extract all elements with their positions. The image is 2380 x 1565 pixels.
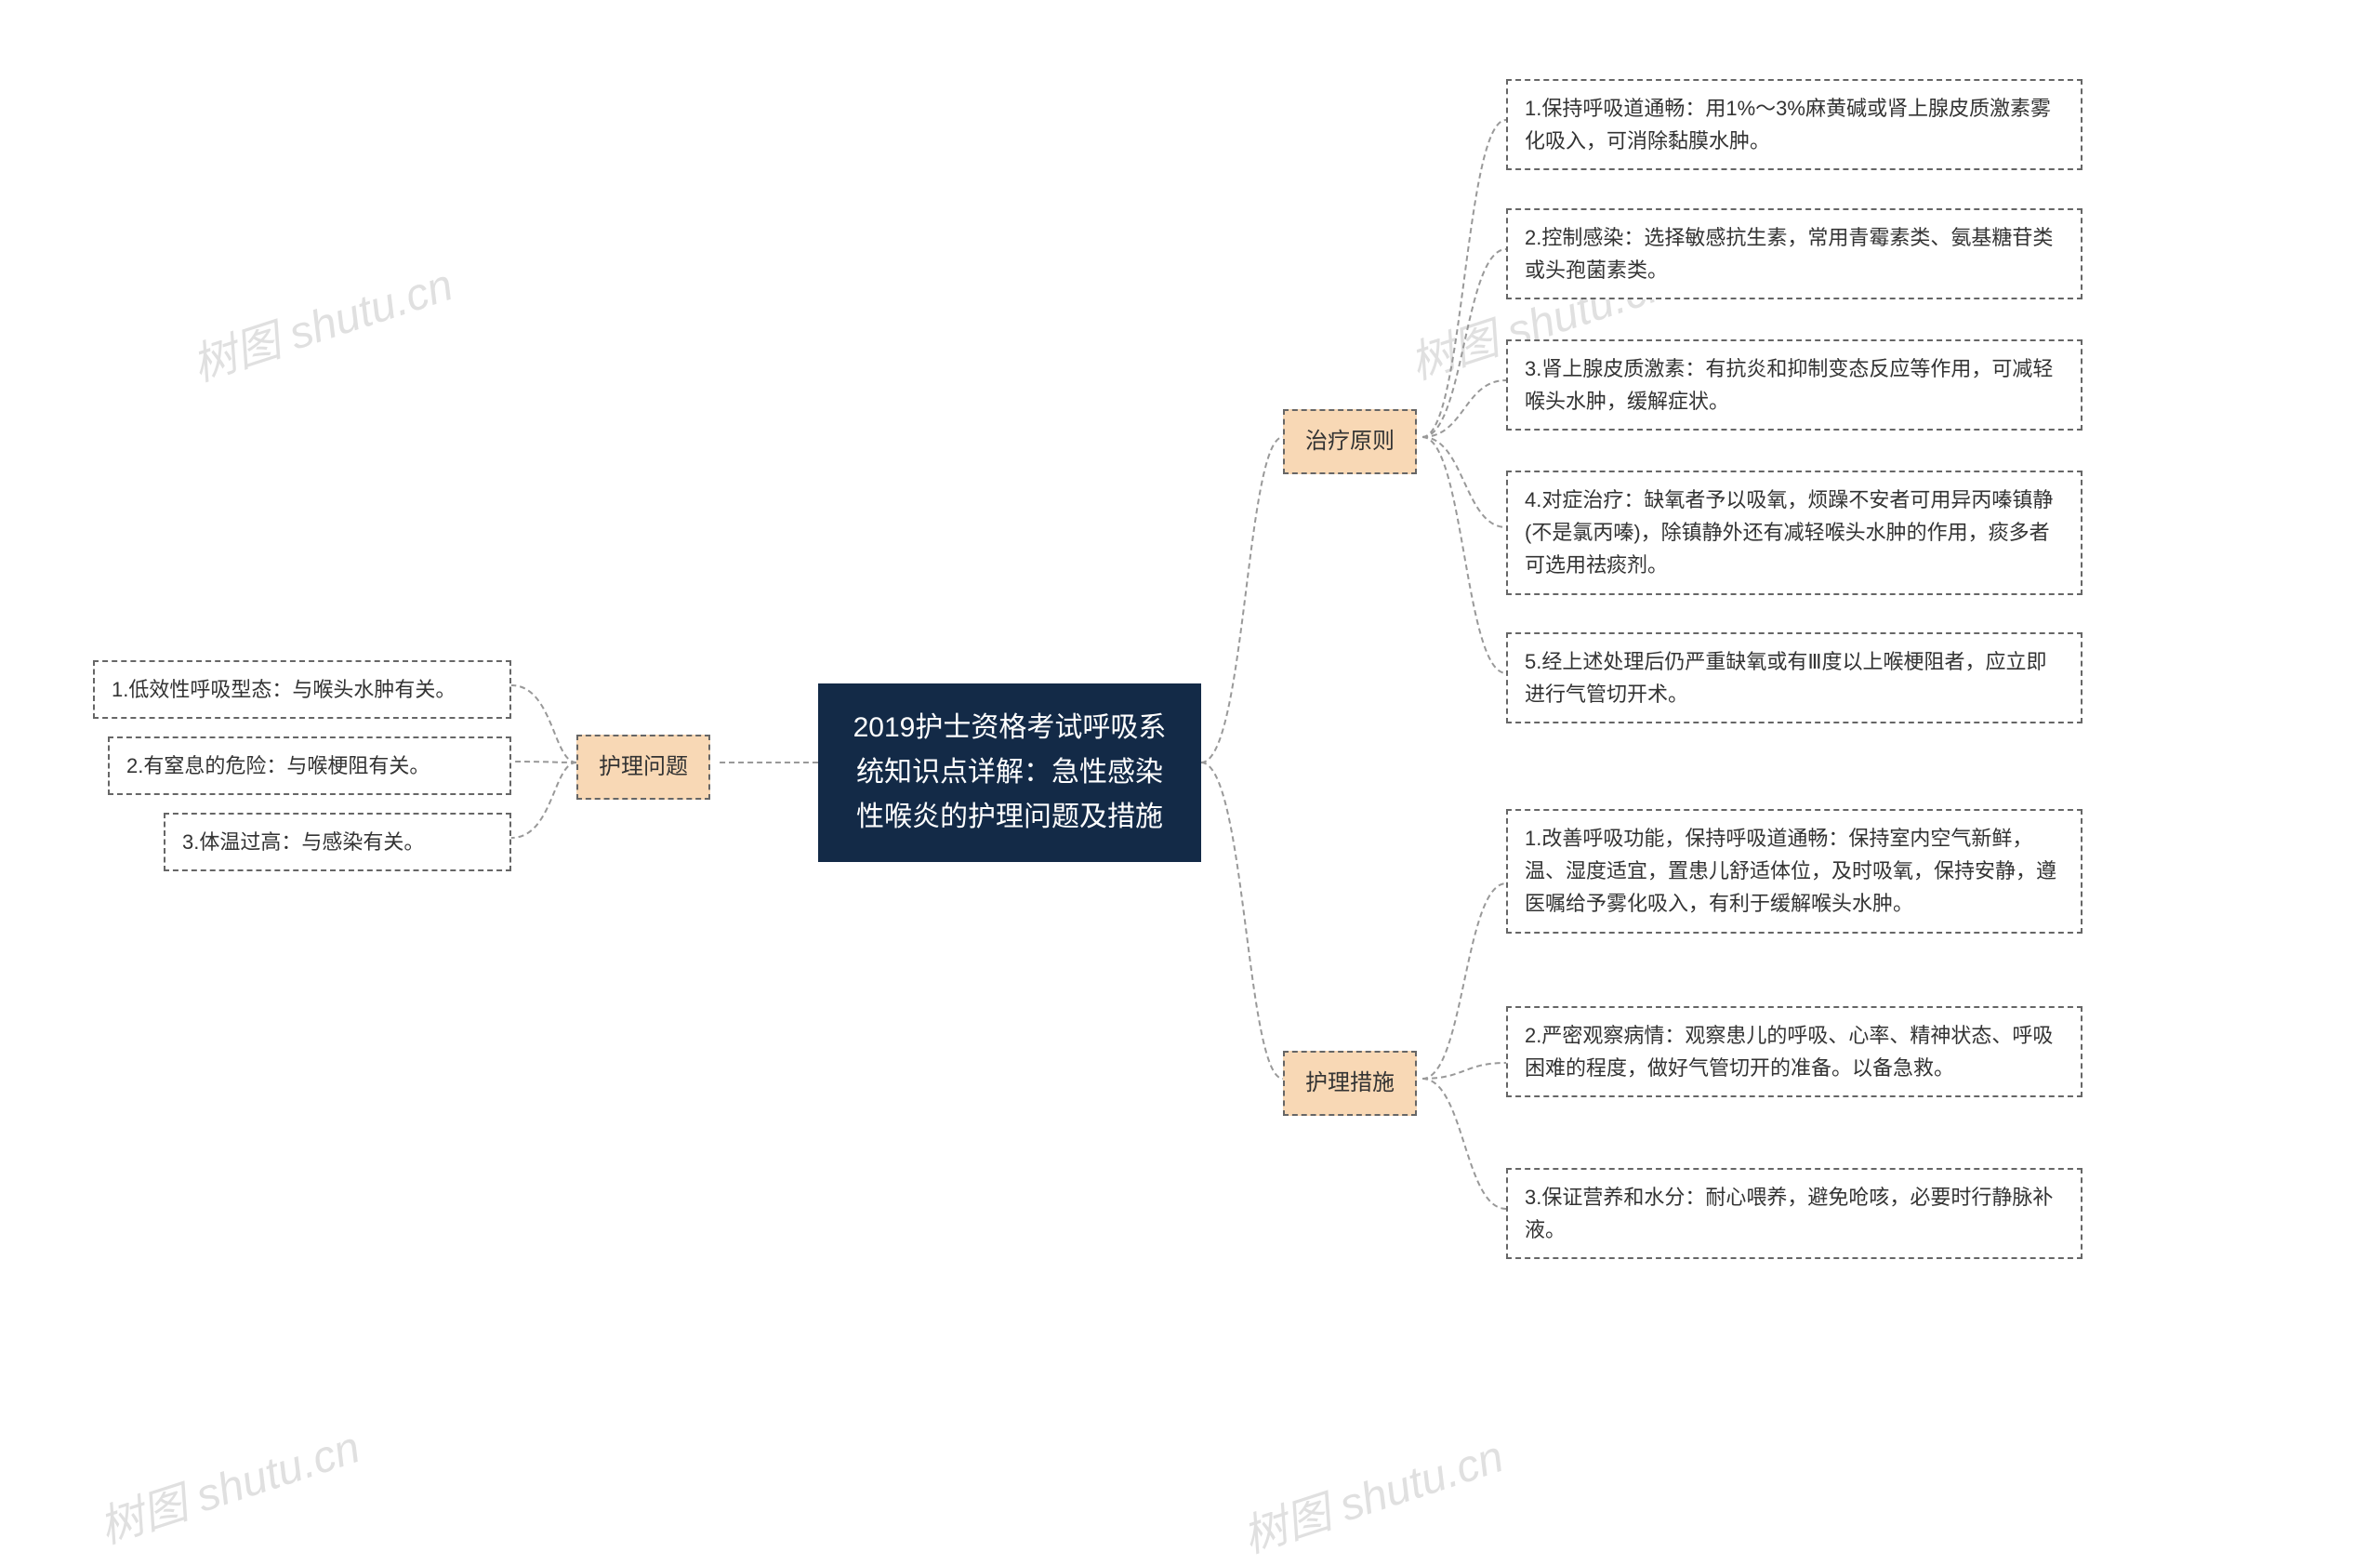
category-treatment-principles: 治疗原则	[1283, 409, 1417, 474]
leaf-text: 1.低效性呼吸型态：与喉头水肿有关。	[112, 678, 456, 701]
leaf-text: 2.有窒息的危险：与喉梗阻有关。	[126, 754, 430, 777]
root-line: 统知识点详解：急性感染	[856, 757, 1163, 788]
leaf-node: 2.有窒息的危险：与喉梗阻有关。	[108, 736, 511, 795]
leaf-text: 1.改善呼吸功能，保持呼吸道通畅：保持室内空气新鲜，温、湿度适宜，置患儿舒适体位…	[1525, 827, 2056, 915]
leaf-node: 1.保持呼吸道通畅：用1%～3%麻黄碱或肾上腺皮质激素雾化吸入，可消除黏膜水肿。	[1506, 79, 2082, 170]
watermark: 树图 shutu.cn	[1233, 1420, 1510, 1565]
root-line: 性喉炎的护理问题及措施	[856, 802, 1163, 832]
leaf-node: 2.控制感染：选择敏感抗生素，常用青霉素类、氨基糖苷类或头孢菌素类。	[1506, 208, 2082, 299]
leaf-node: 5.经上述处理后仍严重缺氧或有Ⅲ度以上喉梗阻者，应立即进行气管切开术。	[1506, 632, 2082, 723]
leaf-text: 3.保证营养和水分：耐心喂养，避免呛咳，必要时行静脉补液。	[1525, 1186, 2053, 1241]
watermark: 树图 shutu.cn	[182, 248, 459, 393]
root-line: 2019护士资格考试呼吸系	[853, 712, 1167, 743]
leaf-node: 1.改善呼吸功能，保持呼吸道通畅：保持室内空气新鲜，温、湿度适宜，置患儿舒适体位…	[1506, 809, 2082, 934]
leaf-node: 2.严密观察病情：观察患儿的呼吸、心率、精神状态、呼吸困难的程度，做好气管切开的…	[1506, 1006, 2082, 1097]
leaf-node: 4.对症治疗：缺氧者予以吸氧，烦躁不安者可用异丙嗪镇静(不是氯丙嗪)，除镇静外还…	[1506, 471, 2082, 595]
watermark: 树图 shutu.cn	[89, 1411, 366, 1556]
category-label: 治疗原则	[1305, 429, 1395, 454]
leaf-text: 4.对症治疗：缺氧者予以吸氧，烦躁不安者可用异丙嗪镇静(不是氯丙嗪)，除镇静外还…	[1525, 488, 2053, 577]
leaf-node: 1.低效性呼吸型态：与喉头水肿有关。	[93, 660, 511, 719]
root-node: 2019护士资格考试呼吸系 统知识点详解：急性感染 性喉炎的护理问题及措施	[818, 683, 1201, 862]
category-label: 护理措施	[1305, 1070, 1395, 1095]
leaf-text: 3.肾上腺皮质激素：有抗炎和抑制变态反应等作用，可减轻喉头水肿，缓解症状。	[1525, 357, 2053, 413]
category-nursing-measures: 护理措施	[1283, 1051, 1417, 1116]
leaf-text: 2.严密观察病情：观察患儿的呼吸、心率、精神状态、呼吸困难的程度，做好气管切开的…	[1525, 1024, 2053, 1080]
leaf-node: 3.肾上腺皮质激素：有抗炎和抑制变态反应等作用，可减轻喉头水肿，缓解症状。	[1506, 339, 2082, 431]
leaf-text: 2.控制感染：选择敏感抗生素，常用青霉素类、氨基糖苷类或头孢菌素类。	[1525, 226, 2053, 282]
category-label: 护理问题	[599, 754, 688, 779]
leaf-text: 5.经上述处理后仍严重缺氧或有Ⅲ度以上喉梗阻者，应立即进行气管切开术。	[1525, 650, 2047, 706]
category-nursing-problems: 护理问题	[576, 735, 710, 800]
leaf-node: 3.体温过高：与感染有关。	[164, 813, 511, 871]
leaf-text: 3.体温过高：与感染有关。	[182, 830, 424, 854]
leaf-node: 3.保证营养和水分：耐心喂养，避免呛咳，必要时行静脉补液。	[1506, 1168, 2082, 1259]
leaf-text: 1.保持呼吸道通畅：用1%～3%麻黄碱或肾上腺皮质激素雾化吸入，可消除黏膜水肿。	[1525, 97, 2051, 153]
